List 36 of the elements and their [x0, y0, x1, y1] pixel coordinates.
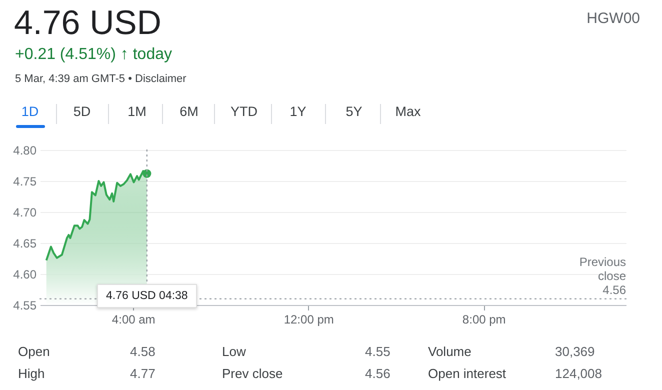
- text: 30,369: [555, 344, 595, 359]
- text: 1Y: [290, 104, 306, 119]
- text: Open interest: [428, 366, 506, 381]
- text: High: [18, 366, 45, 381]
- chart-title: 4.76 USD: [14, 4, 162, 43]
- x-tick-label: 8:00 pm: [462, 312, 506, 326]
- text: 1M: [128, 104, 146, 119]
- text: 4.56: [365, 366, 390, 381]
- text: 4.58: [130, 344, 156, 359]
- annotation: 4.76 USD 04:38: [97, 284, 197, 308]
- text: Prev close: [222, 366, 283, 381]
- text: Low: [222, 344, 246, 359]
- x-tick-label: 12:00 pm: [284, 312, 334, 326]
- text: Open: [18, 344, 50, 359]
- y-tick-label: 4.80: [13, 144, 37, 158]
- text: 124,008: [555, 366, 602, 381]
- chart-subtitle: +0.21 (4.51%) ↑ today: [15, 46, 172, 64]
- text: 5D: [73, 104, 91, 119]
- text: 5Y: [346, 104, 362, 119]
- text: Max: [395, 104, 421, 119]
- ref-line-label: Previous close: [579, 254, 626, 283]
- annotation: 4.56: [602, 282, 626, 297]
- text: 1D: [21, 104, 39, 119]
- y-tick-label: 4.75: [13, 174, 37, 188]
- text: YTD: [230, 104, 258, 119]
- text: 5 Mar, 4:39 am GMT-5 • Disclaimer: [15, 73, 186, 85]
- y-tick-label: 4.60: [13, 268, 37, 282]
- y-tick-label: 4.55: [13, 298, 37, 312]
- y-tick-label: 4.65: [13, 236, 37, 250]
- y-tick-label: 4.70: [13, 206, 37, 220]
- text: Volume: [428, 344, 472, 359]
- text: HGW00: [586, 10, 640, 27]
- text: 4.55: [365, 344, 390, 359]
- x-tick-label: 4:00 am: [112, 312, 156, 326]
- text: 4.77: [130, 366, 156, 381]
- text: 6M: [180, 104, 198, 119]
